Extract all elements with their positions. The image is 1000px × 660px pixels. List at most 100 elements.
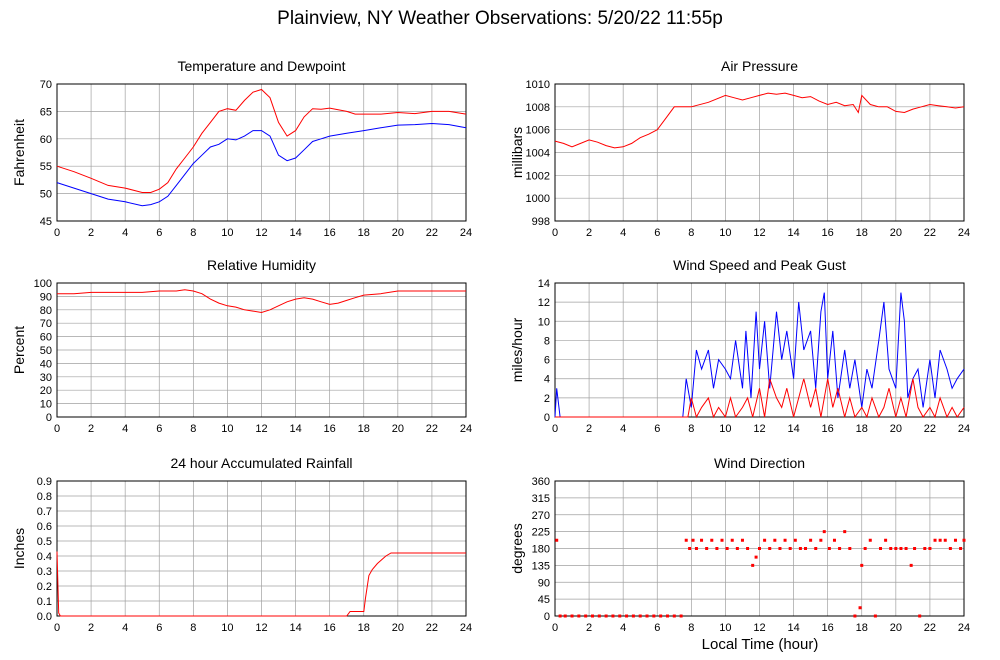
data-point [923,547,927,550]
series-line-blue [554,292,965,418]
x-tick-label: 20 [392,622,404,634]
data-point [798,547,802,550]
x-tick-label: 18 [358,423,370,435]
data-point [848,547,852,550]
data-point [904,547,908,550]
data-point [638,614,642,618]
x-tick-label: 16 [822,622,834,634]
data-point [863,547,867,550]
data-point [558,614,562,618]
data-point [618,614,622,618]
x-tick-label: 2 [88,622,94,634]
data-point [838,547,842,550]
y-tick-label: 135 [532,560,550,572]
data-point [563,614,567,618]
data-point [725,547,729,550]
y-tick-label: 0.8 [37,491,52,503]
x-tick-label: 24 [958,622,970,634]
data-point [909,563,913,567]
x-tick-label: 22 [426,423,438,435]
x-tick-label: 0 [54,622,60,634]
y-tick-label: 315 [532,493,550,505]
x-tick-label: 4 [620,423,626,435]
data-point [873,614,877,618]
x-tick-label: 22 [924,622,936,634]
data-point [938,538,942,542]
x-tick-label: 0 [552,423,558,435]
x-tick-label: 14 [787,622,799,634]
x-tick-label: 18 [856,622,868,634]
x-tick-label: 22 [426,622,438,634]
data-point [933,538,937,542]
data-point [788,547,792,550]
y-tick-label: 270 [532,510,550,522]
y-tick-label: 0.5 [37,536,52,548]
x-tick-label: 16 [324,423,336,435]
y-tick-label: 0.3 [37,566,52,578]
x-tick-label: 4 [620,622,626,634]
data-point [918,614,922,618]
x-tick-label: 2 [586,423,592,435]
x-tick-label: 2 [88,227,94,239]
x-tick-label: 24 [958,227,970,239]
y-tick-label: 1002 [526,170,550,182]
chart-title: 24 hour Accumulated Rainfall [170,455,352,471]
y-tick-label: 70 [40,79,52,91]
data-point [894,547,898,550]
y-tick-label: 1010 [526,79,550,91]
series-line-blue [56,122,467,207]
data-point [604,614,608,618]
data-point [754,555,758,559]
series-line-red [56,88,467,193]
data-point [751,563,755,567]
x-tick-label: 16 [324,227,336,239]
x-tick-label: 12 [753,423,765,435]
data-point [804,547,808,550]
y-tick-label: 0.4 [37,551,52,563]
x-tick-label: 16 [324,622,336,634]
data-point [860,563,864,567]
x-tick-label: 12 [255,622,267,634]
data-point [679,614,683,618]
data-point [768,547,772,550]
y-tick-label: 0 [46,412,52,424]
x-tick-label: 12 [255,423,267,435]
x-tick-label: 6 [654,423,660,435]
y-axis-label: Fahrenheit [11,119,27,186]
x-tick-label: 10 [719,423,731,435]
x-tick-label: 10 [719,227,731,239]
x-tick-label: 20 [392,227,404,239]
y-tick-label: 65 [40,106,52,118]
y-tick-label: 0.1 [37,596,52,608]
x-tick-label: 18 [358,622,370,634]
data-point [705,547,709,550]
data-point [822,530,826,534]
data-point [700,538,704,542]
y-tick-label: 0.6 [37,521,52,533]
x-tick-label: 14 [787,423,799,435]
y-tick-label: 90 [538,577,550,589]
y-tick-label: 1006 [526,125,550,137]
x-tick-label: 12 [753,227,765,239]
y-tick-label: 1000 [526,193,550,205]
x-tick-label: 24 [460,622,472,634]
data-point [645,614,649,618]
y-tick-label: 2 [544,393,550,405]
data-point [710,538,714,542]
y-tick-label: 10 [40,399,52,411]
y-tick-label: 20 [40,385,52,397]
plot-frame [56,83,467,222]
x-tick-label: 24 [460,227,472,239]
chart-title: Relative Humidity [207,257,316,273]
x-tick-label: 12 [255,227,267,239]
x-tick-label: 18 [856,227,868,239]
x-tick-label: 16 [822,227,834,239]
x-tick-label: 8 [688,423,694,435]
y-tick-label: 360 [532,476,550,488]
y-tick-label: 1008 [526,102,550,114]
x-tick-label: 0 [54,227,60,239]
data-point [814,547,818,550]
data-point [827,547,831,550]
